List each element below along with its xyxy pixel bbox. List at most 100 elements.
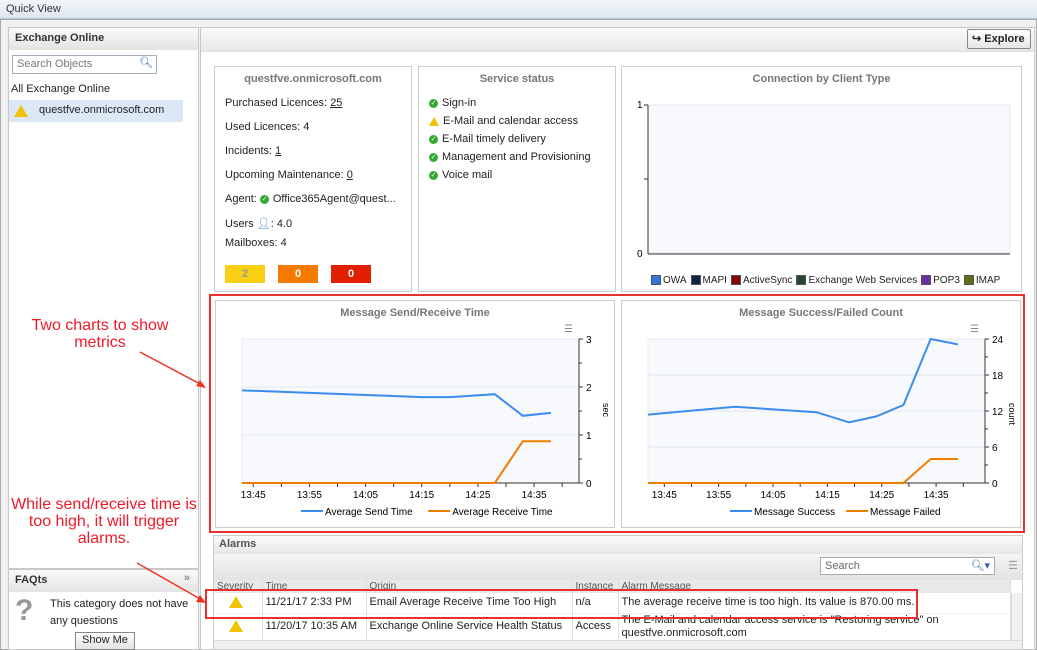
origin-cell: Email Average Receive Time Too High <box>366 593 573 613</box>
purchased-label: Purchased Licences: <box>225 97 328 109</box>
badge-error[interactable]: 0 <box>278 265 318 283</box>
search-objects-input[interactable]: Search Objects 🔍︎ <box>12 55 157 74</box>
maint-link[interactable]: 0 <box>346 169 353 181</box>
x-tick-label: 14:35 <box>924 490 949 501</box>
y-tick-label: 2 <box>586 383 592 394</box>
legend-swatch <box>651 275 661 286</box>
all-exchange-online-link[interactable]: All Exchange Online <box>11 83 111 95</box>
series-line-message-success <box>647 337 959 424</box>
column-chooser-icon[interactable]: ☰ <box>1008 560 1018 572</box>
chart-menu-icon[interactable]: ☰ <box>970 324 979 335</box>
chart-menu-icon[interactable]: ☰ <box>564 324 573 335</box>
legend-label[interactable]: MAPI <box>702 275 727 286</box>
faq-text-1: This category does not have <box>50 598 189 610</box>
search-placeholder: Search Objects <box>17 58 93 70</box>
service-item[interactable]: ✓ E-Mail timely delivery <box>429 133 546 145</box>
incidents-link[interactable]: 1 <box>275 145 282 157</box>
ok-icon: ✓ <box>429 170 438 180</box>
service-item[interactable]: ✓ Voice mail <box>429 169 492 181</box>
y-tick-label: 0 <box>992 479 998 490</box>
plot-area <box>241 338 580 484</box>
search-icon[interactable]: 🔍︎ <box>139 57 153 69</box>
explore-label: Explore <box>984 33 1025 45</box>
connection-chart-card: Connection by Client Type 1 0 OWA MAPI Act… <box>621 66 1022 292</box>
badge-critical[interactable]: 0 <box>331 265 371 283</box>
service-item-label: Management and Provisioning <box>442 151 591 163</box>
x-tick-label: 14:05 <box>353 490 378 501</box>
table-row[interactable]: 11/21/17 2:33 PM Email Average Receive Ti… <box>214 593 1011 613</box>
search-icon[interactable]: 🔍︎▾ <box>970 560 991 572</box>
alarms-search-input[interactable]: Search 🔍︎▾ <box>820 557 995 575</box>
sidebar-title: Exchange Online <box>9 28 198 50</box>
service-item[interactable]: E-Mail and calendar access <box>429 115 578 127</box>
service-item-label: Sign-in <box>442 97 477 109</box>
legend-label[interactable]: Average Receive Time <box>452 507 553 518</box>
x-tick-label: 13:45 <box>652 490 677 501</box>
service-item[interactable]: ✓ Sign-in <box>429 97 476 109</box>
agent-label: Agent: <box>225 193 257 205</box>
main-toolbar <box>201 28 1034 52</box>
service-title: Service status <box>479 73 555 85</box>
legend-swatch <box>796 275 807 286</box>
warning-icon <box>228 596 243 609</box>
y-tick-label: 18 <box>992 371 1004 382</box>
collapse-icon[interactable]: » <box>183 572 190 584</box>
y-tick-label: 6 <box>992 443 998 454</box>
legend-label[interactable]: ActiveSync <box>742 275 793 286</box>
x-tick-label: 14:05 <box>761 490 786 501</box>
purchased-licences: Purchased Licences: 25 <box>225 97 342 109</box>
agent: Agent: ✓ Office365Agent@quest... <box>225 193 396 205</box>
y-axis-label: sec <box>601 403 611 418</box>
instance-cell: n/a <box>572 593 619 613</box>
legend-label[interactable]: Message Failed <box>870 507 941 518</box>
service-status-card: Service status ✓ Sign-in E-Mail and calend… <box>418 66 616 292</box>
vertical-scrollbar[interactable] <box>1011 593 1022 640</box>
annotation-highlight-charts <box>209 294 1025 533</box>
annotation-highlight-alarm <box>205 589 918 619</box>
y-tick-label: 0 <box>586 479 592 490</box>
legend-swatch <box>963 275 974 286</box>
users: Users 👤︎: 4.0 <box>225 217 292 230</box>
y-tick-label: 1 <box>637 100 643 111</box>
severity-cell <box>214 593 263 613</box>
legend-label[interactable]: IMAP <box>975 275 1001 286</box>
x-tick-label: 14:35 <box>522 490 547 501</box>
x-tick-label: 13:45 <box>241 490 266 501</box>
connection-chart-title: Connection by Client Type <box>752 73 891 85</box>
legend-label[interactable]: OWA <box>663 275 687 286</box>
series-line-average-receive-time <box>242 440 551 484</box>
service-item[interactable]: ✓ Management and Provisioning <box>429 151 591 163</box>
x-tick-label: 13:55 <box>297 490 322 501</box>
ok-icon: ✓ <box>429 152 438 162</box>
time-cell: 11/21/17 2:33 PM <box>262 593 367 613</box>
horizontal-scrollbar[interactable] <box>214 640 1022 649</box>
warning-icon <box>14 105 28 117</box>
legend-label[interactable]: Average Send Time <box>325 507 413 518</box>
legend-label[interactable]: POP3 <box>933 275 960 286</box>
show-me-button[interactable]: Show Me <box>75 632 135 650</box>
y-axis-label: count <box>1007 403 1017 426</box>
tree-item-label: questfve.onmicrosoft.com <box>39 104 165 116</box>
used-licences: Used Licences: 4 <box>225 121 310 133</box>
faq-panel: FAQts » ? This category does not have any… <box>8 569 199 650</box>
success-failed-chart: 0 6 12 18 24 count 13:45 13:55 14:05 14:15 14:25 14… <box>647 324 1017 518</box>
window-title: Quick View <box>0 0 1037 19</box>
legend-label[interactable]: Exchange Web Services <box>808 275 918 286</box>
connection-legend: OWA MAPI ActiveSync Exchange Web Services PO… <box>647 275 1000 286</box>
tenant-card: questfve.onmicrosoft.com Purchased Licen… <box>214 66 412 292</box>
sidebar: Exchange Online Search Objects 🔍︎ All Exc… <box>8 27 199 569</box>
purchased-link[interactable]: 25 <box>330 97 343 109</box>
search-placeholder: Search <box>825 560 860 572</box>
legend-swatch <box>690 275 701 286</box>
y-tick-label: 24 <box>992 335 1004 346</box>
x-tick-label: 14:25 <box>869 490 894 501</box>
service-item-label: E-Mail timely delivery <box>442 133 546 145</box>
legend-label[interactable]: Message Success <box>754 507 835 518</box>
warning-icon <box>228 620 243 633</box>
badge-warning[interactable]: 2 <box>225 265 265 283</box>
message-cell: The average receive time is too high. It… <box>618 593 1011 613</box>
user-icon: 👤︎ <box>256 218 271 230</box>
tree-item-tenant[interactable]: questfve.onmicrosoft.com <box>9 100 183 122</box>
users-value: : 4.0 <box>270 218 293 230</box>
explore-button[interactable]: ↪ Explore <box>967 29 1031 49</box>
